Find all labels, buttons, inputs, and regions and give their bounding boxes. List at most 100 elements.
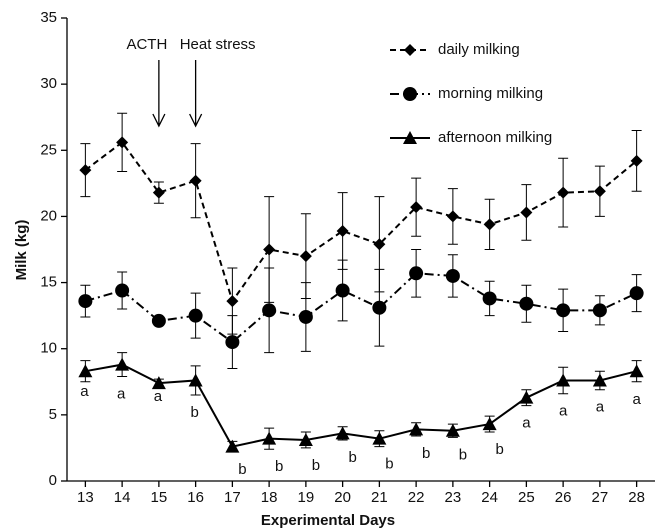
annotation: ACTH (126, 36, 167, 53)
x-tick-label: 26 (555, 489, 572, 506)
marker (483, 218, 496, 231)
y-tick-label: 35 (40, 9, 57, 26)
annotation-arrow (189, 60, 203, 128)
marker (409, 422, 424, 436)
marker (299, 250, 312, 263)
marker (152, 186, 165, 199)
significance-label: a (154, 388, 163, 405)
y-tick-label: 20 (40, 207, 57, 224)
marker (519, 390, 534, 404)
marker (188, 373, 203, 387)
marker (335, 283, 350, 298)
marker (298, 309, 313, 324)
significance-label: b (238, 461, 246, 478)
marker (226, 295, 239, 308)
significance-label: a (559, 403, 568, 420)
marker (445, 423, 460, 437)
marker (225, 335, 240, 350)
significance-label: b (190, 404, 198, 421)
x-tick-label: 19 (298, 489, 315, 506)
marker (78, 294, 93, 309)
y-axis-label: Milk (kg) (13, 220, 30, 281)
significance-label: b (312, 457, 320, 474)
x-tick-label: 28 (628, 489, 645, 506)
marker (592, 303, 607, 318)
x-tick-label: 21 (371, 489, 388, 506)
marker (629, 286, 644, 301)
marker (262, 303, 277, 318)
series-line (85, 363, 637, 448)
marker (629, 364, 644, 378)
x-tick-label: 24 (481, 489, 498, 506)
marker (404, 44, 416, 56)
significance-label: a (596, 399, 605, 416)
marker (372, 431, 387, 445)
x-tick-label: 25 (518, 489, 535, 506)
marker (298, 432, 313, 446)
marker (556, 373, 571, 387)
marker (115, 357, 130, 371)
significance-label: a (522, 415, 531, 432)
marker (79, 164, 92, 177)
x-tick-label: 27 (592, 489, 609, 506)
significance-label: b (495, 441, 503, 458)
x-tick-label: 14 (114, 489, 131, 506)
marker (263, 243, 276, 256)
x-tick-label: 16 (187, 489, 204, 506)
marker (403, 87, 417, 101)
marker (403, 131, 417, 144)
legend-label: afternoon milking (438, 129, 552, 146)
marker (151, 313, 166, 328)
marker (556, 303, 571, 318)
marker (482, 417, 497, 431)
x-tick-label: 22 (408, 489, 425, 506)
marker (446, 210, 459, 223)
significance-label: b (275, 458, 283, 475)
y-tick-label: 30 (40, 75, 57, 92)
x-tick-label: 17 (224, 489, 241, 506)
marker (188, 308, 203, 323)
marker (482, 291, 497, 306)
significance-label: a (80, 383, 89, 400)
marker (335, 426, 350, 440)
marker (630, 154, 643, 167)
marker (593, 185, 606, 198)
x-axis-label: Experimental Days (261, 512, 395, 529)
legend-label: morning milking (438, 85, 543, 102)
marker (445, 268, 460, 283)
marker (410, 201, 423, 214)
marker (262, 431, 277, 445)
annotation-arrow (152, 60, 166, 128)
y-tick-label: 25 (40, 141, 57, 158)
series-line (84, 140, 638, 304)
y-tick-label: 15 (40, 274, 57, 291)
significance-label: a (117, 385, 126, 402)
marker (115, 283, 130, 298)
significance-label: b (459, 446, 467, 463)
x-tick-label: 23 (445, 489, 462, 506)
series-line (85, 272, 638, 344)
marker (557, 186, 570, 199)
y-tick-label: 0 (49, 472, 57, 489)
significance-label: b (422, 445, 430, 462)
marker (520, 206, 533, 219)
significance-label: a (632, 391, 641, 408)
marker (151, 376, 166, 390)
x-tick-label: 18 (261, 489, 278, 506)
y-tick-label: 10 (40, 340, 57, 357)
x-tick-label: 13 (77, 489, 94, 506)
marker (336, 224, 349, 237)
legend-label: daily milking (438, 41, 520, 58)
marker (116, 136, 129, 149)
marker (78, 364, 93, 378)
annotation: Heat stress (180, 36, 256, 53)
marker (519, 296, 534, 311)
marker (592, 373, 607, 387)
marker (189, 174, 202, 187)
significance-label: b (385, 456, 393, 473)
marker (225, 439, 240, 453)
marker (372, 300, 387, 315)
y-tick-label: 5 (49, 406, 57, 423)
significance-label: b (348, 449, 356, 466)
